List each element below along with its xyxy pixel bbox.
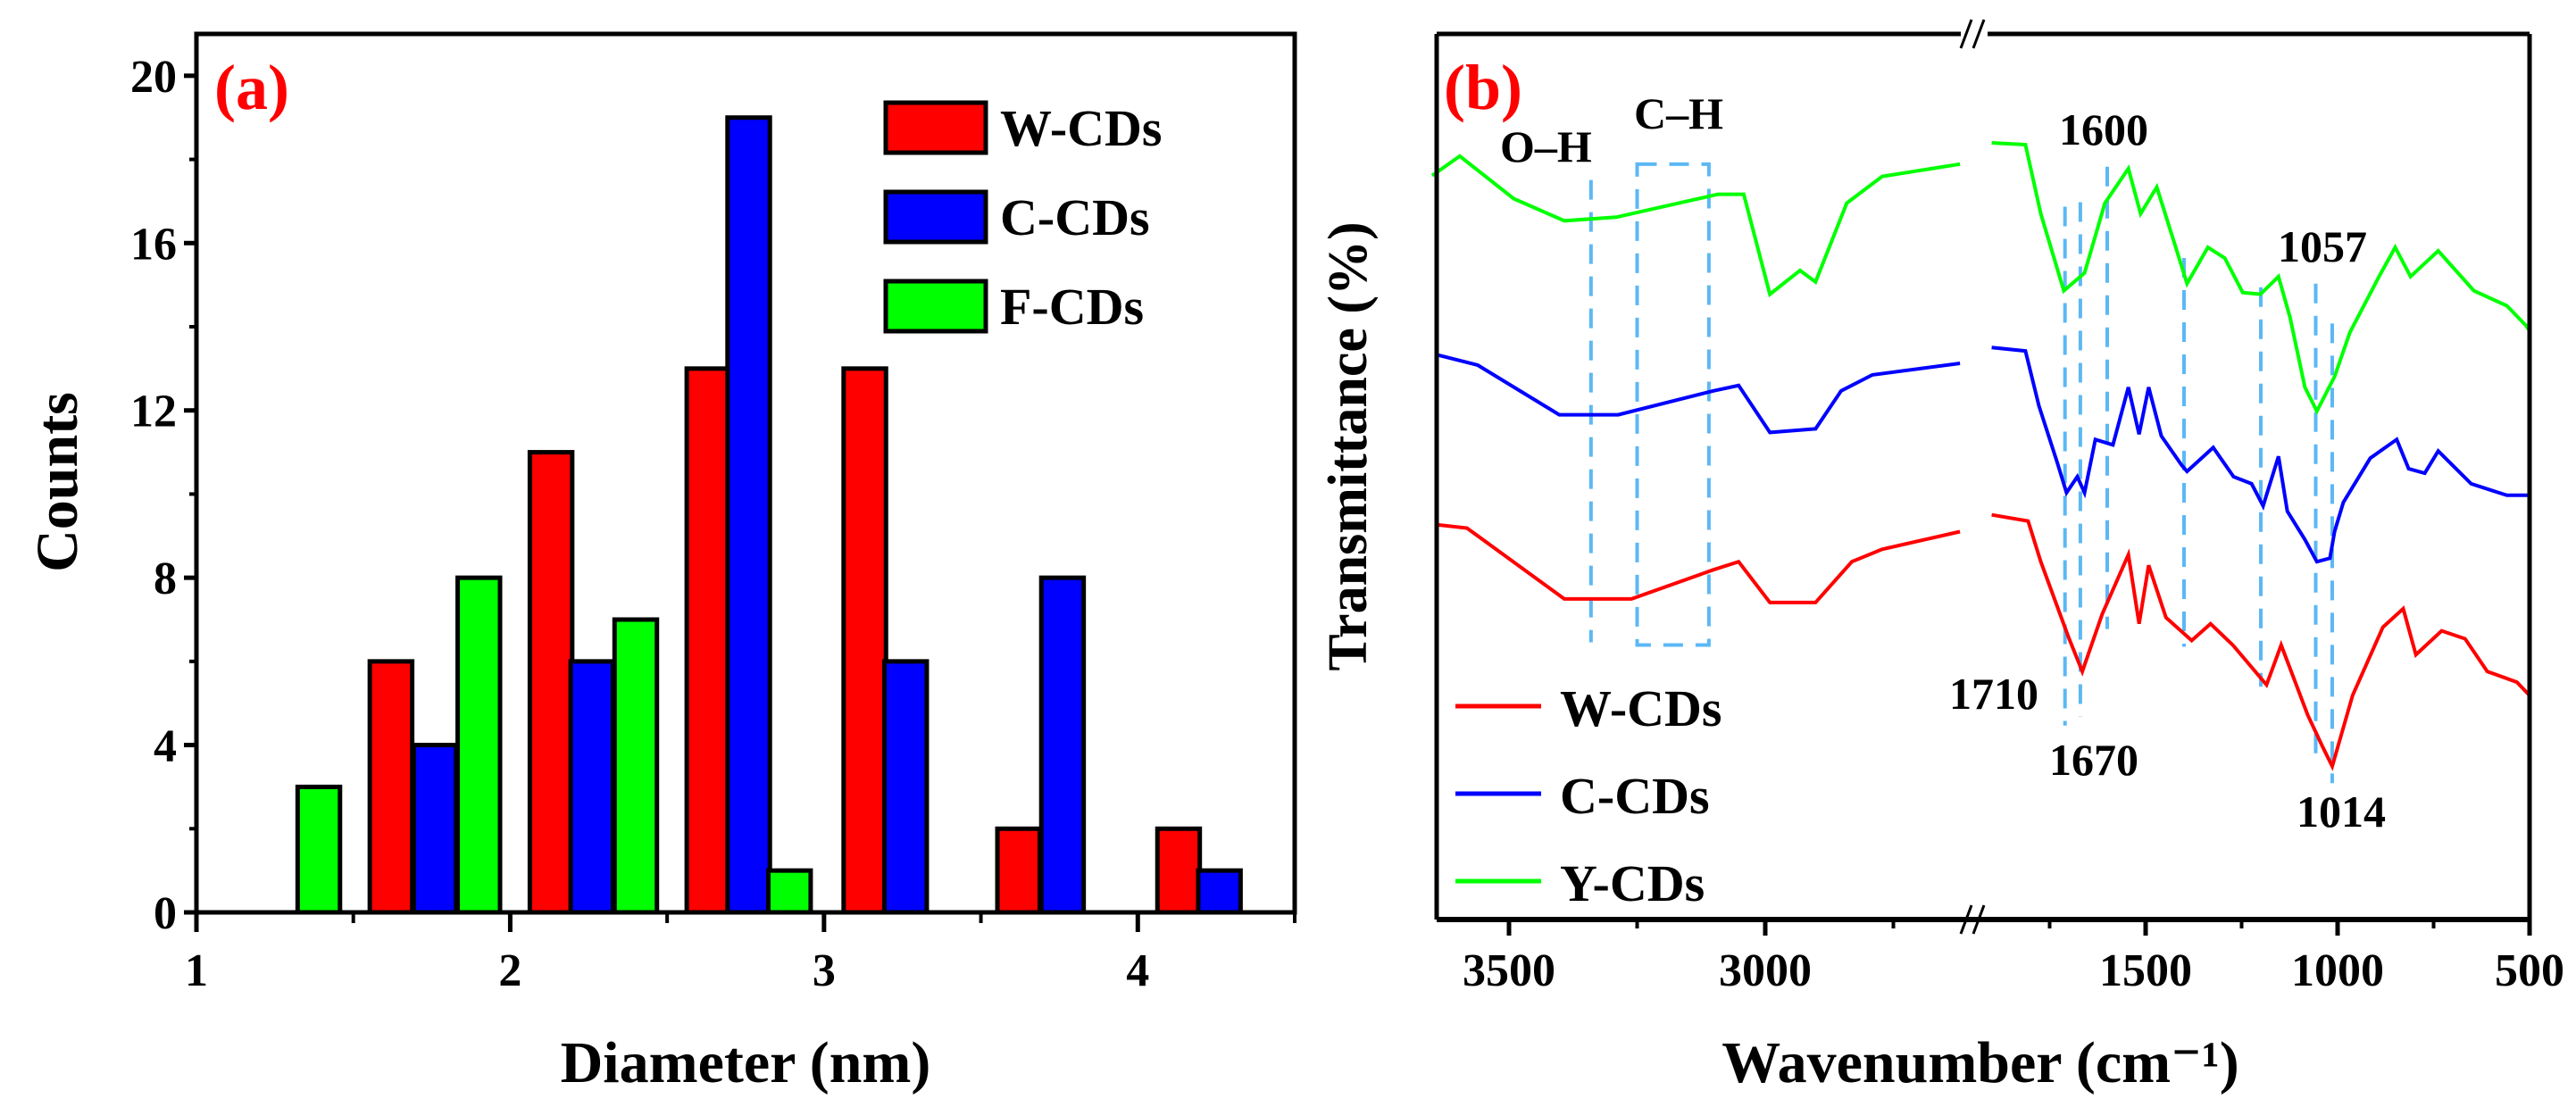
bar-c-cds [411,743,459,915]
x-tick-label: 500 [2495,945,2564,996]
bar-c-cds [1038,575,1087,915]
y-tick-label: 12 [130,387,177,437]
y-tick-label: 8 [154,554,177,604]
peak-annotation: C–H [1634,88,1723,138]
axis-break-icon-top [1972,19,1986,49]
spectrum-line-c-cds [1435,345,2530,564]
ch-marker-box [1635,162,1711,647]
spectrum-line-y-cds [1430,141,2531,416]
legend-label: Y-CDs [1560,854,1705,912]
legend-swatch-c-cds [883,189,988,245]
y-tick-label: 20 [130,52,177,103]
peak-annotation: 1600 [2059,104,2148,154]
bar-w-cds [841,366,888,915]
peak-annotation: 1670 [2049,735,2138,785]
axis-break-icon-top [1959,19,1973,49]
bar-w-cds [527,450,575,915]
x-tick-label: 4 [1126,945,1149,996]
peak-annotation: 1057 [2278,221,2367,271]
bar-w-cds [367,659,415,915]
bar-f-cds [612,617,660,915]
bar-f-cds [455,575,503,915]
x-tick-label: 3500 [1463,945,1555,996]
x-tick-label: 1 [185,945,208,996]
x-tick-label: 1500 [2099,945,2192,996]
peak-annotation: O–H [1500,121,1592,171]
legend-swatch-w-cds [883,100,988,155]
y-tick-label: 0 [154,888,177,939]
x-tick-label: 1000 [2291,945,2384,996]
peak-annotation: 1014 [2297,787,2386,836]
legend-label: W-CDs [1000,99,1163,157]
bar-c-cds [568,659,616,915]
bar-c-cds [882,659,930,915]
y-axis-title: Transmittance (%) [1318,221,1379,670]
x-axis-title: Diameter (nm) [561,1030,931,1095]
panel-b-ftir-spectra: 3500 3000 1500 1000 500 Wavenumber (cm⁻¹) Tran… [1318,19,2564,1095]
x-axis-title: Wavenumber (cm⁻¹) [1722,1030,2239,1095]
bar-w-cds [995,826,1042,915]
legend-label: W-CDs [1560,679,1722,737]
bar-f-cds [295,784,343,915]
axis-break-icon-bottom [1972,904,1986,935]
x-tick-label: 3000 [1719,945,1812,996]
panel-label: (a) [214,52,289,123]
x-tick-label: 2 [498,945,521,996]
axis-break-icon-bottom [1959,904,1973,935]
bar-c-cds [1196,868,1243,915]
legend-label: C-CDs [1560,767,1710,825]
x-tick-label: 3 [813,945,836,996]
bar-f-cds [765,868,813,915]
bar-c-cds [725,115,772,915]
peak-annotation: 1710 [1949,669,2038,719]
y-axis-title: Counts [25,392,90,572]
legend-label: C-CDs [1000,188,1150,246]
y-tick-label: 4 [154,721,177,772]
y-tick-label: 16 [130,219,177,270]
spectrum-line-w-cds [1435,512,2531,771]
bar-w-cds [1155,826,1203,915]
bar-w-cds [684,366,732,915]
legend-label: F-CDs [1000,278,1144,336]
legend-swatch-f-cds [883,279,988,334]
plot-frame [194,31,1297,915]
panel-label: (b) [1444,52,1522,123]
